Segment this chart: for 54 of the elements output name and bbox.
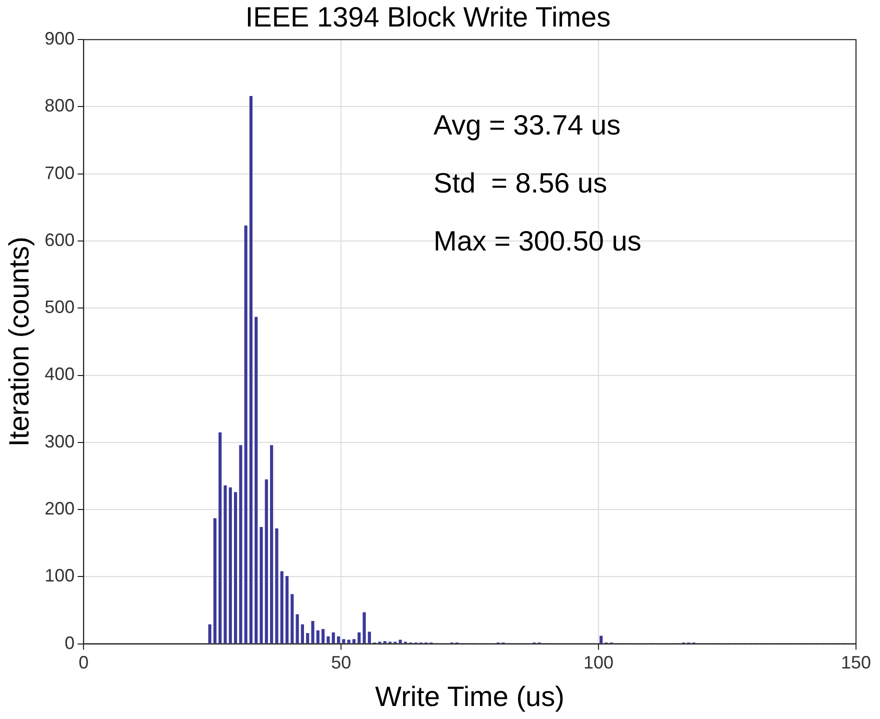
y-axis-title: Iteration (counts) <box>4 236 35 447</box>
bar <box>213 518 216 644</box>
bar <box>239 445 242 644</box>
bar <box>368 632 371 644</box>
bar <box>290 594 294 644</box>
y-tick-label: 100 <box>44 566 75 586</box>
bar <box>280 571 284 644</box>
y-tick-label: 700 <box>44 162 75 183</box>
bar <box>224 485 227 644</box>
annotation: Max = 300.50 us <box>434 225 642 256</box>
bar <box>275 528 278 644</box>
bar <box>300 624 304 644</box>
bar <box>600 636 603 644</box>
bar <box>306 633 310 644</box>
bar <box>358 632 361 644</box>
bar <box>244 226 248 644</box>
bar <box>264 479 268 644</box>
bar <box>270 445 274 644</box>
bar <box>285 576 289 644</box>
x-tick-label: 100 <box>584 652 614 673</box>
y-tick-label: 200 <box>44 498 75 518</box>
bar <box>322 629 325 644</box>
bar <box>249 96 253 644</box>
bar <box>316 630 320 644</box>
bar <box>234 492 238 644</box>
bar <box>260 526 263 644</box>
annotation: Std = 8.56 us <box>434 167 608 198</box>
bar <box>362 612 366 644</box>
x-axis-title: Write Time (us) <box>375 680 564 712</box>
bar <box>254 316 258 644</box>
chart-title: IEEE 1394 Block Write Times <box>245 2 611 33</box>
x-tick-label: 150 <box>840 652 872 673</box>
bar <box>296 614 299 644</box>
bar <box>311 620 314 644</box>
y-tick-label: 900 <box>44 28 75 49</box>
bar <box>228 487 232 644</box>
y-tick-label: 500 <box>44 297 75 318</box>
y-tick-label: 600 <box>44 230 75 250</box>
y-tick-label: 0 <box>64 632 75 653</box>
bar <box>218 432 222 644</box>
x-tick-label: 50 <box>331 652 352 673</box>
x-tick-label: 0 <box>78 652 89 673</box>
y-tick-label: 800 <box>44 96 75 116</box>
bar <box>352 639 356 644</box>
bar <box>208 624 212 644</box>
y-tick-label: 400 <box>44 364 75 384</box>
bar <box>336 636 340 644</box>
bar <box>342 639 346 644</box>
annotation: Avg = 33.74 us <box>434 109 621 140</box>
bar <box>398 640 402 644</box>
bar <box>332 632 335 644</box>
bar <box>347 640 350 644</box>
bar <box>326 636 330 644</box>
y-tick-label: 300 <box>44 431 75 452</box>
